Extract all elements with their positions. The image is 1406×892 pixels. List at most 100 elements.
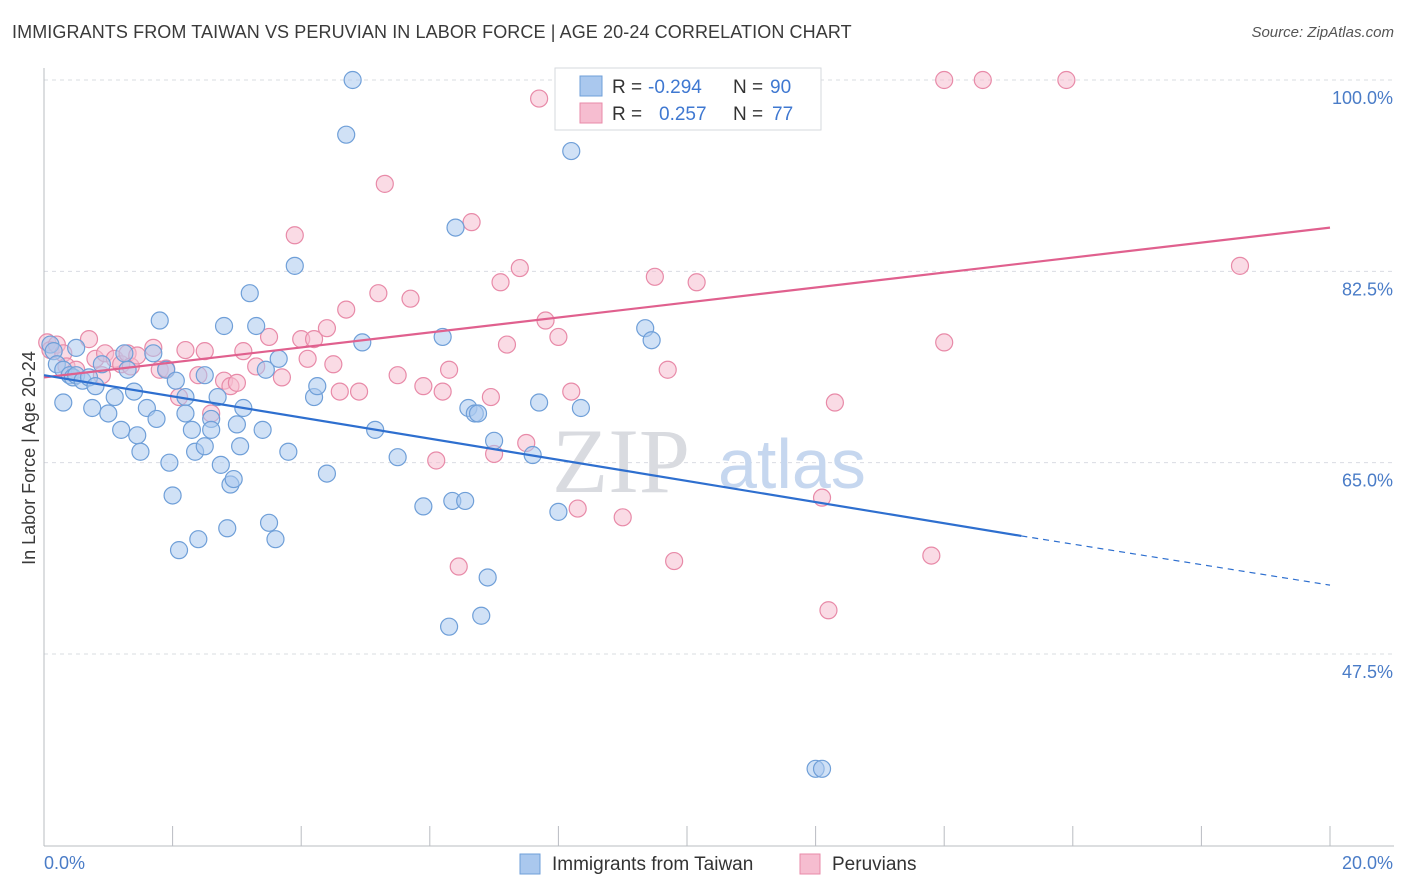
taiwan-point [571,398,591,418]
peruvian-point [414,377,433,396]
peruvian-point [337,300,356,319]
y-tick-label: 47.5% [1342,662,1393,682]
taiwan-point [211,455,230,474]
peruvian-point [568,499,587,518]
peruvian-point [298,349,317,368]
peruvian-trend-line [43,226,1331,379]
y-axis-label: In Labor Force | Age 20-24 [19,351,39,565]
y-tick-label: 100.0% [1332,88,1393,108]
peruvian-point [259,327,279,347]
taiwan-point [266,530,285,549]
peruvian-point [613,508,632,527]
series-label-taiwan: Immigrants from Taiwan [552,854,753,875]
legend-n-value-taiwan: 90 [770,77,791,98]
peruvian-point [922,546,941,565]
x-ticks [43,826,1331,846]
legend-r-label-peru: R = [612,104,642,125]
peruvian-point [330,382,349,401]
taiwan-point [163,486,182,505]
peruvian-point [645,267,664,286]
x-tick-label-max: 20.0% [1342,853,1393,873]
peruvian-point [973,70,992,90]
grid-lines [44,79,1394,655]
peruvian-point [427,451,446,470]
taiwan-point [343,70,362,90]
peruvian-point [825,393,844,412]
taiwan-point [433,327,452,347]
peruvian-point [324,355,343,374]
taiwan-point [115,344,134,363]
y-tick-label: 65.0% [1342,471,1393,491]
peruvian-point [549,327,568,347]
taiwan-point [231,437,250,456]
peruvian-point [562,382,581,401]
taiwan-point [530,393,549,412]
peruvian-point [481,387,500,407]
peruvian-point [449,557,468,576]
peruvian-point [462,213,481,232]
taiwan-point [144,344,163,363]
taiwan-point [269,349,288,368]
watermark-zip: ZIP [552,410,690,512]
taiwan-point [105,387,124,407]
taiwan-point [317,464,337,483]
watermark-atlas: atlas [718,425,866,503]
taiwan-point [86,377,105,396]
watermark: ZIP atlas [552,410,866,512]
peruvian-point [227,373,246,392]
axes [43,68,1394,847]
y-tick-labels: 47.5% 65.0% 82.5% 100.0% [1332,88,1393,682]
x-tick-label-min: 0.0% [44,853,85,873]
peruvian-point [304,330,324,349]
taiwan-point [256,360,275,379]
peruvian-point [497,335,517,354]
taiwan-point [83,398,102,418]
peruvian-point [491,273,510,292]
peruvian-point [176,340,195,360]
legend-r-value-peru: 0.257 [659,104,707,125]
legend-swatch-taiwan [579,75,603,97]
series-legend: Immigrants from Taiwan Peruvians [519,853,917,875]
taiwan-point [176,404,195,423]
peruvian-point [285,226,304,245]
peruvian-points [38,70,1250,620]
peruvian-point [388,366,407,385]
legend-n-value-peru: 77 [772,104,793,125]
peruvian-point [401,289,420,308]
peruvian-point [935,70,954,90]
taiwan-point [218,519,237,538]
peruvian-point [665,551,684,571]
taiwan-point [169,541,189,560]
taiwan-point [285,256,304,275]
series-swatch-peru [799,853,821,875]
taiwan-point [67,338,86,357]
stats-legend: R = -0.294 N = 90 R = 0.257 N = 77 [554,67,822,131]
taiwan-trend-line [43,374,1022,538]
series-label-peru: Peruvians [832,854,917,875]
taiwan-point [388,448,407,467]
taiwan-point [259,513,279,532]
taiwan-point [279,442,298,461]
peruvian-point [79,330,99,349]
legend-r-value-taiwan: -0.294 [648,77,702,98]
taiwan-point [150,311,169,330]
taiwan-point [337,125,356,144]
taiwan-point [208,387,227,407]
peruvian-point [819,601,838,620]
taiwan-point [240,284,259,303]
taiwan-point [112,420,131,439]
taiwan-point [160,453,179,472]
series-swatch-taiwan [519,853,541,875]
peruvian-point [369,284,388,303]
taiwan-point [147,409,166,429]
peruvian-point [935,333,954,352]
peruvian-point [658,360,677,379]
taiwan-point [549,502,568,521]
taiwan-point [166,371,185,390]
taiwan-point [195,366,214,385]
taiwan-point [414,497,433,516]
source-note: Source: ZipAtlas.com [1251,24,1394,41]
taiwan-point [214,316,234,336]
peruvian-point [439,360,459,379]
